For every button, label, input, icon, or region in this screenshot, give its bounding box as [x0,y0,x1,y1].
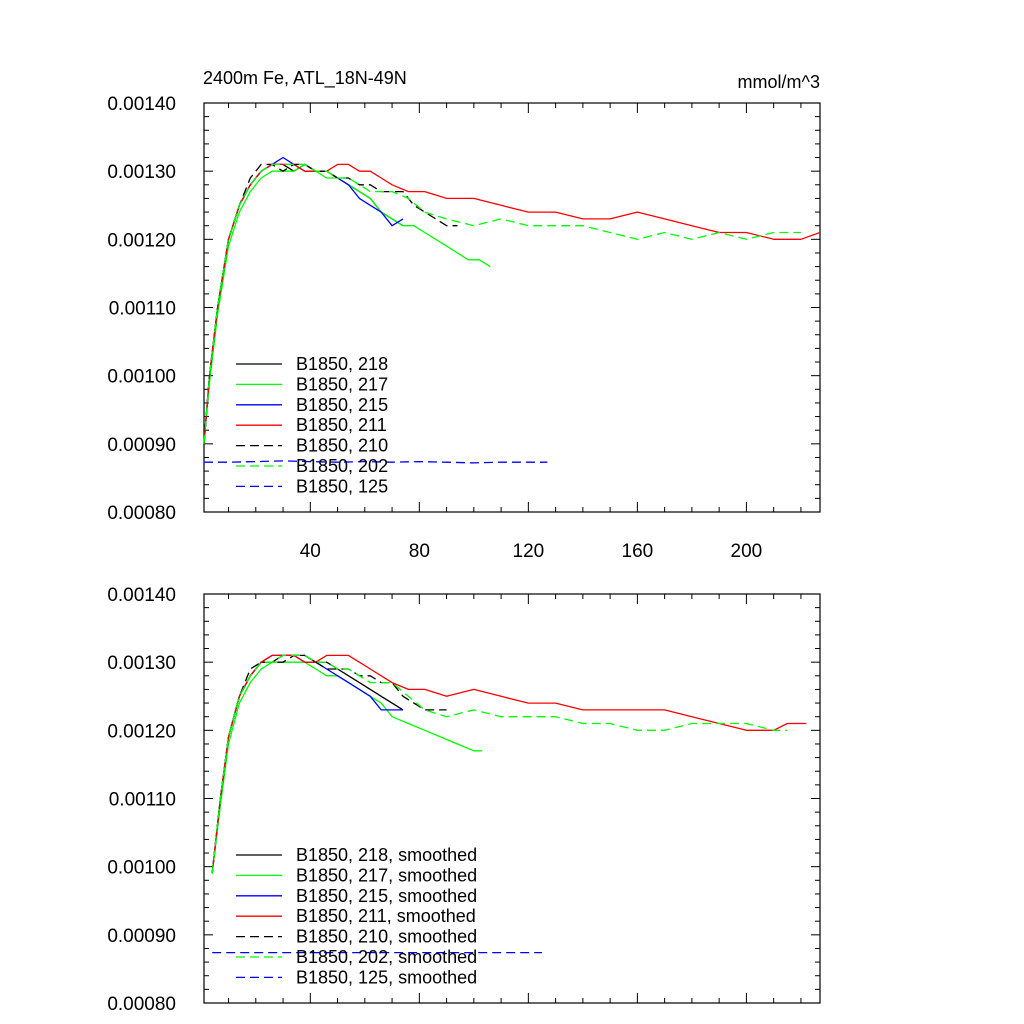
legend-label: B1850, 125, smoothed [296,967,477,987]
legend-label: B1850, 218, smoothed [296,845,477,865]
legend-label: B1850, 215, smoothed [296,886,477,906]
y-tick-label: 0.00140 [107,94,176,115]
series-line [211,654,807,874]
series-line [204,460,548,464]
units-label: mmol/m^3 [738,72,820,92]
y-tick-label: 0.00080 [107,994,176,1015]
legend-label: B1850, 210 [296,436,388,456]
series-line [211,654,447,874]
y-tick-label: 0.00080 [107,503,176,524]
y-tick-label: 0.00090 [107,435,176,456]
legend-label: B1850, 211, smoothed [296,906,476,926]
series-line [211,654,788,874]
legend-label: B1850, 218 [296,354,388,374]
legend-label: B1850, 125 [296,476,388,496]
y-tick-label: 0.00110 [109,790,176,811]
y-tick-label: 0.00090 [107,926,176,947]
x-tick-label: 160 [622,541,654,562]
y-tick-label: 0.00100 [107,367,176,388]
y-tick-label: 0.00120 [107,230,176,251]
y-tick-label: 0.00100 [107,858,176,879]
y-tick-label: 0.00130 [107,162,176,183]
legend-label: B1850, 217, smoothed [296,865,477,885]
y-tick-label: 0.00110 [109,299,176,320]
y-tick-label: 0.00130 [107,653,176,674]
legend-label: B1850, 202, smoothed [296,947,477,967]
x-tick-label: 80 [409,541,430,562]
top-panel: 0.00080 0.00090 0.00100 0.00110 0.00120 0.001… [107,94,821,562]
bottom-panel: 0.00080 0.00090 0.00100 0.00110 0.00120 0.001… [107,585,821,1015]
y-tick-label: 0.00120 [107,721,176,742]
y-tick-label: 0.00140 [107,585,176,606]
chart-title: 2400m Fe, ATL_18N-49N [203,68,407,89]
series-line [211,654,403,874]
series-line [203,163,801,444]
x-tick-label: 200 [731,541,763,562]
x-tick-label: 120 [513,541,545,562]
legend-label: B1850, 211 [296,415,387,435]
series-line [211,661,482,874]
legend-label: B1850, 215 [296,395,388,415]
legend-label: B1850, 217 [296,374,388,394]
series-line [203,163,821,444]
legend-label: B1850, 210, smoothed [296,927,477,947]
x-tick-label: 40 [300,541,321,562]
series-line [211,654,404,874]
legend-label: B1850, 202 [296,456,388,476]
